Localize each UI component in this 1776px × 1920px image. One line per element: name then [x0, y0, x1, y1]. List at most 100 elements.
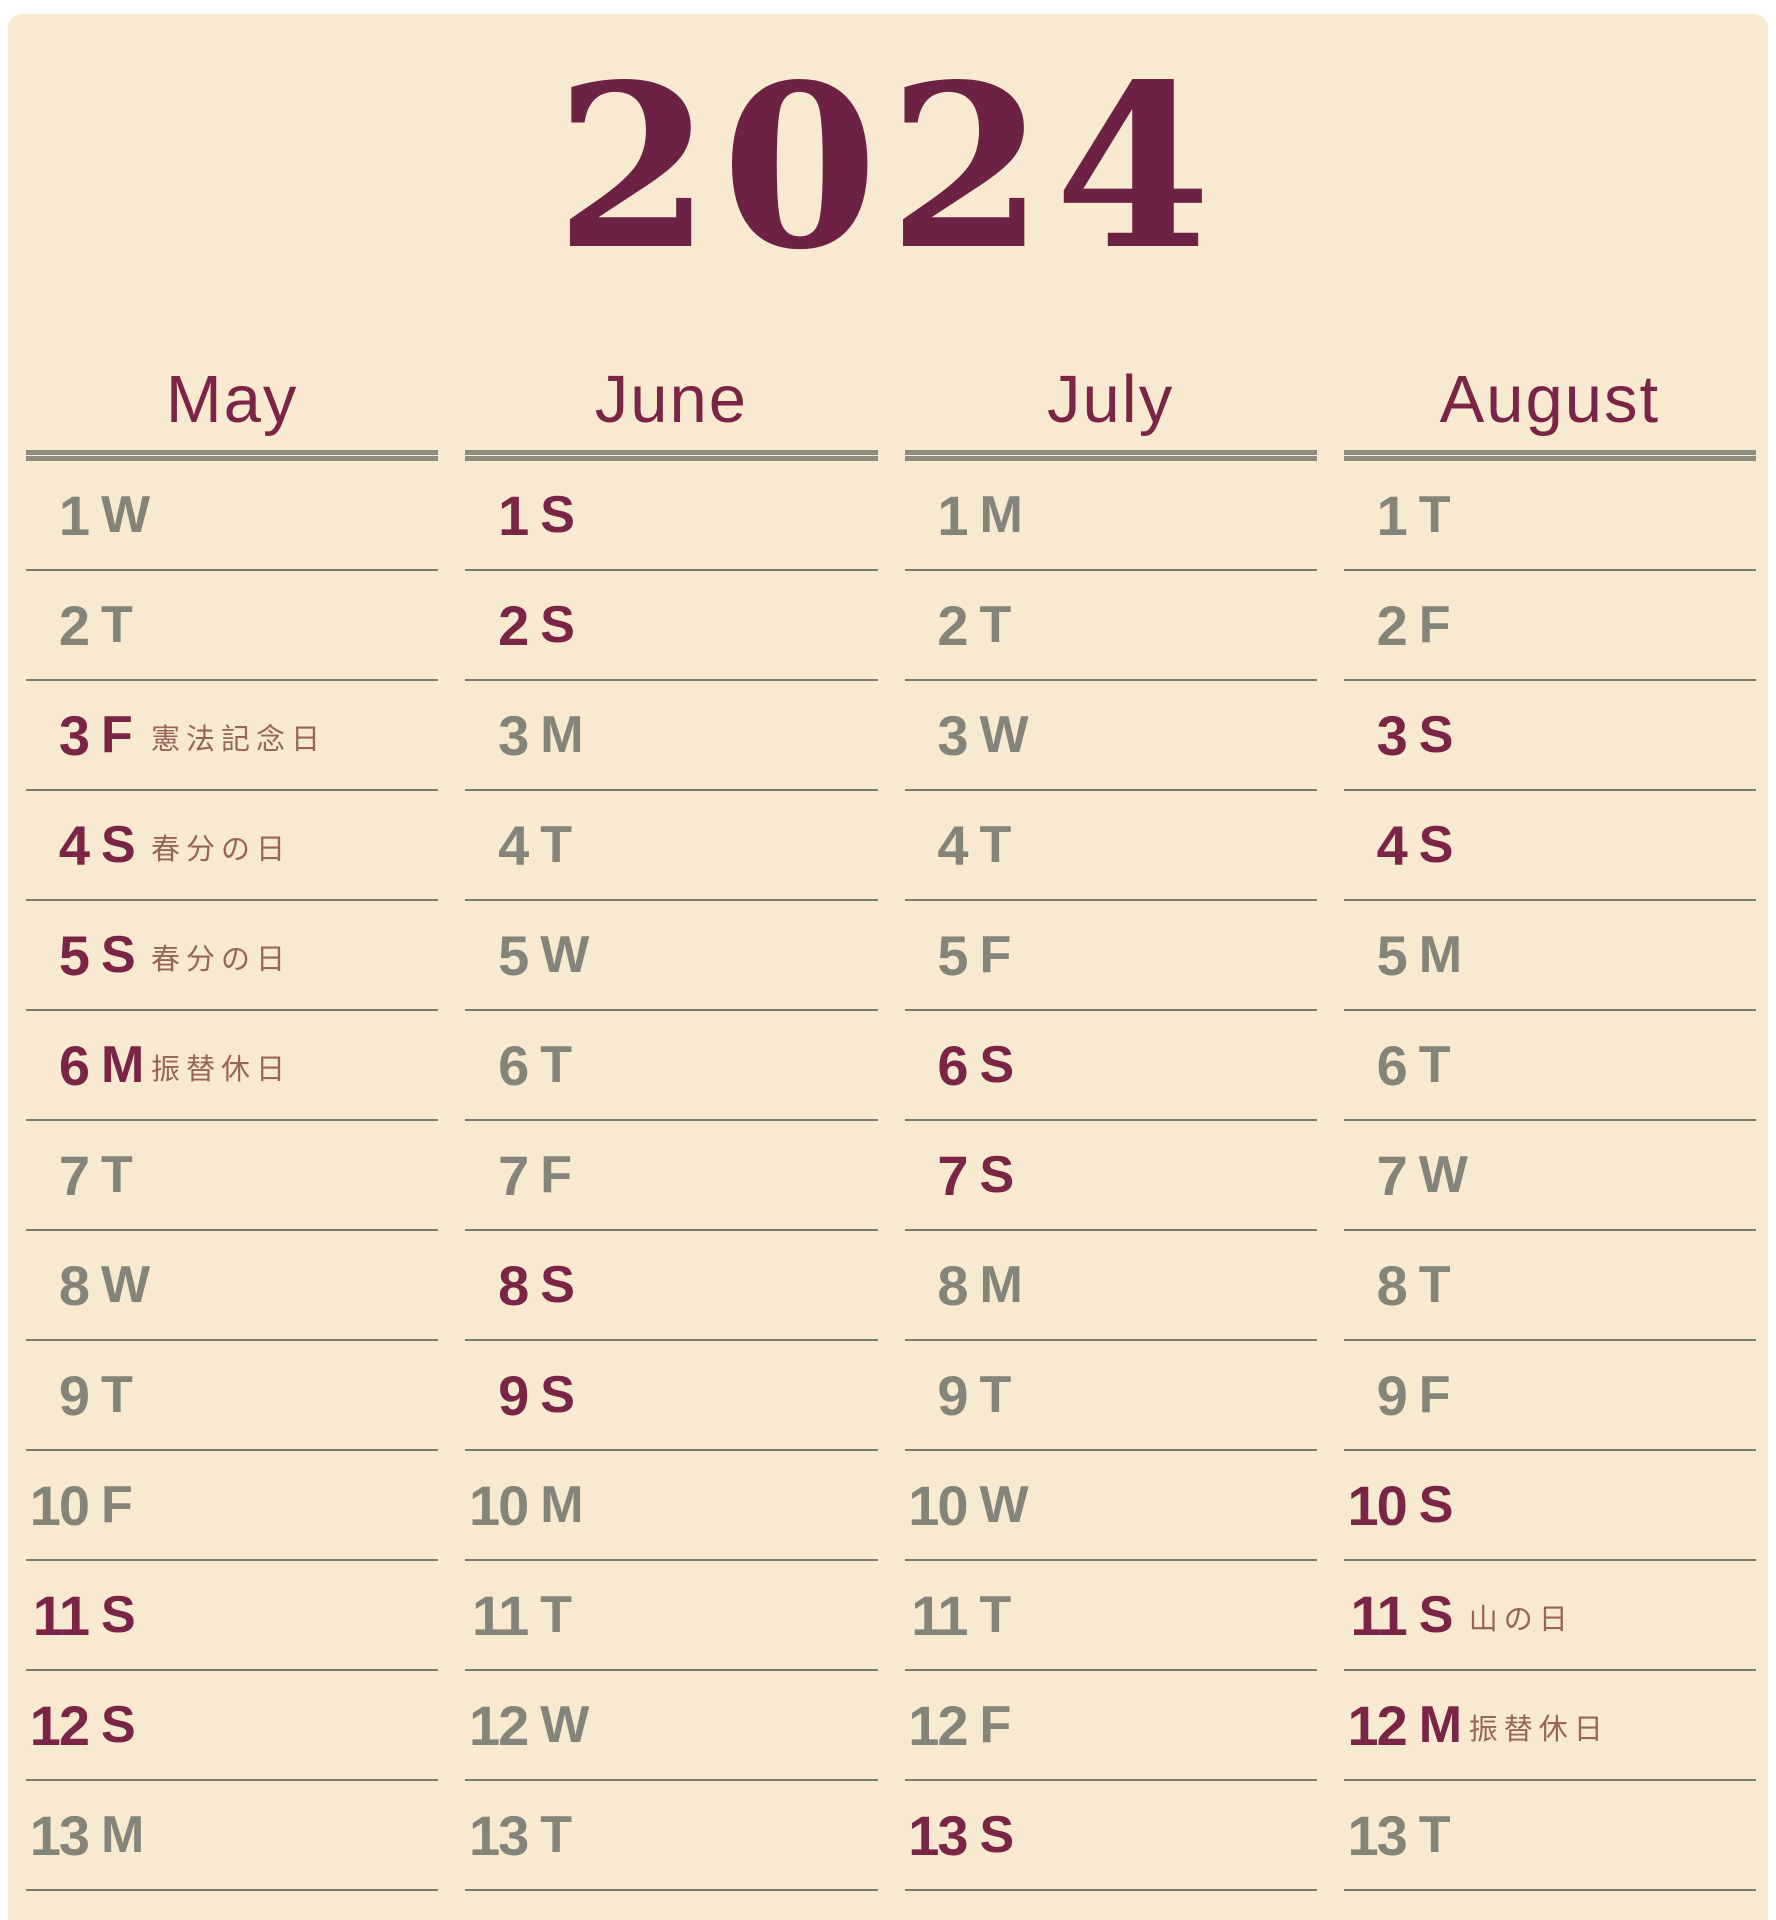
calendar-sheet: 2024 May 1 W 2 T 3 F 憲法記念日 4 S 春分の日 5 S …: [8, 14, 1768, 1920]
calendar-day-row: 7 T: [26, 1121, 439, 1231]
day-number: 1: [498, 483, 529, 547]
holiday-label: 振替休日: [1468, 1714, 1609, 1746]
day-number: 6: [1376, 1033, 1408, 1097]
day-number: 11: [32, 1583, 90, 1647]
day-number: 10: [29, 1473, 90, 1537]
weekday-letter: M: [540, 706, 584, 764]
day-number: 13: [29, 1803, 90, 1867]
day-number: 5: [1376, 923, 1408, 987]
month-title: June: [594, 362, 749, 437]
month-rows: 1 M 2 T 3 W 4 T 5 F 6 S 7 S 8 M 9 T: [904, 461, 1317, 1891]
day-number: 8: [1376, 1253, 1408, 1317]
calendar-day-row: 5 S 春分の日: [26, 901, 439, 1011]
month-column: May 1 W 2 T 3 F 憲法記念日 4 S 春分の日 5 S 春分の日 …: [26, 362, 439, 1891]
calendar-day-row: 12 S: [26, 1671, 439, 1781]
month-column: June 1 S 2 S 3 M 4 T 5 W 6 T 7 F 8 S: [465, 362, 878, 1891]
calendar-day-row: 6 T: [1343, 1011, 1756, 1121]
calendar-day-row: 12 M 振替休日: [1343, 1671, 1756, 1781]
day-number: 3: [58, 703, 90, 767]
weekday-letter: S: [1418, 1476, 1454, 1534]
weekday-letter: W: [540, 926, 590, 984]
day-number: 11: [1350, 1583, 1408, 1647]
month-rows: 1 S 2 S 3 M 4 T 5 W 6 T 7 F 8 S 9 S: [465, 461, 878, 1891]
calendar-day-row: 4 S: [1343, 791, 1756, 901]
day-number: 7: [58, 1143, 90, 1207]
day-number: 13: [1347, 1803, 1407, 1867]
day-number: 2: [498, 593, 529, 657]
day-number: 6: [498, 1033, 529, 1097]
calendar-day-row: 9 T: [904, 1341, 1317, 1451]
weekday-letter: M: [540, 1476, 584, 1534]
weekday-letter: W: [1418, 1146, 1468, 1204]
weekday-letter: S: [540, 1256, 575, 1314]
day-number: 3: [937, 703, 968, 767]
day-number: 4: [937, 813, 968, 877]
calendar-day-row: 3 W: [904, 681, 1317, 791]
day-number: 9: [937, 1363, 968, 1427]
weekday-letter: T: [1418, 1256, 1451, 1314]
calendar-day-row: 4 S 春分の日: [26, 791, 439, 901]
day-number: 9: [1376, 1363, 1408, 1427]
day-number: 2: [1376, 593, 1408, 657]
weekday-letter: M: [979, 1256, 1023, 1314]
month-divider: [904, 450, 1317, 461]
month-title: July: [1047, 362, 1175, 437]
weekday-letter: M: [101, 1036, 145, 1094]
weekday-letter: W: [540, 1696, 590, 1754]
day-number: 11: [472, 1583, 529, 1647]
day-number: 5: [498, 923, 529, 987]
day-number: 9: [498, 1363, 529, 1427]
calendar-day-row: 8 W: [26, 1231, 439, 1341]
weekday-letter: S: [540, 1366, 575, 1424]
holiday-label: 山の日: [1468, 1604, 1574, 1636]
year-title: 2024: [554, 36, 1222, 300]
weekday-letter: S: [979, 1036, 1015, 1094]
weekday-letter: T: [979, 596, 1012, 654]
month-rows: 1 W 2 T 3 F 憲法記念日 4 S 春分の日 5 S 春分の日 6 M …: [26, 461, 439, 1891]
calendar-day-row: 2 F: [1343, 571, 1756, 681]
weekday-letter: T: [1418, 1036, 1451, 1094]
calendar-day-row: 6 S: [904, 1011, 1317, 1121]
calendar-day-row: 5 F: [904, 901, 1317, 1011]
calendar-day-row: 5 W: [465, 901, 878, 1011]
day-number: 13: [468, 1803, 529, 1867]
day-number: 1: [1376, 483, 1408, 547]
day-number: 7: [1376, 1143, 1408, 1207]
day-number: 4: [58, 813, 90, 877]
weekday-letter: F: [101, 1476, 133, 1534]
day-number: 1: [937, 483, 968, 547]
day-number: 6: [937, 1033, 968, 1097]
calendar-day-row: 11 S 山の日: [1343, 1561, 1756, 1671]
calendar-day-row: 13 M: [26, 1781, 439, 1891]
calendar-day-row: 3 M: [465, 681, 878, 791]
calendar-day-row: 6 T: [465, 1011, 878, 1121]
day-number: 11: [911, 1583, 968, 1647]
day-number: 8: [498, 1253, 529, 1317]
day-number: 12: [908, 1693, 968, 1757]
day-number: 5: [937, 923, 968, 987]
day-number: 2: [58, 593, 90, 657]
day-number: 9: [58, 1363, 90, 1427]
month-title: August: [1439, 362, 1661, 437]
weekday-letter: S: [1418, 1586, 1454, 1644]
calendar-day-row: 10 F: [26, 1451, 439, 1561]
day-number: 4: [1376, 813, 1408, 877]
calendar-day-row: 10 W: [904, 1451, 1317, 1561]
day-number: 6: [58, 1033, 90, 1097]
day-number: 7: [498, 1143, 529, 1207]
holiday-label: 憲法記念日: [151, 724, 327, 756]
month-divider: [1343, 450, 1756, 461]
weekday-letter: F: [979, 926, 1012, 984]
calendar-day-row: 1 M: [904, 461, 1317, 571]
calendar-day-row: 8 T: [1343, 1231, 1756, 1341]
day-number: 3: [498, 703, 529, 767]
weekday-letter: T: [979, 1586, 1012, 1644]
calendar-day-row: 12 F: [904, 1671, 1317, 1781]
weekday-letter: F: [101, 706, 133, 764]
month-title: May: [165, 362, 299, 437]
calendar-day-row: 13 S: [904, 1781, 1317, 1891]
day-number: 12: [1347, 1693, 1407, 1757]
month-divider: [26, 450, 439, 461]
holiday-label: 春分の日: [151, 834, 292, 866]
day-number: 8: [58, 1253, 90, 1317]
